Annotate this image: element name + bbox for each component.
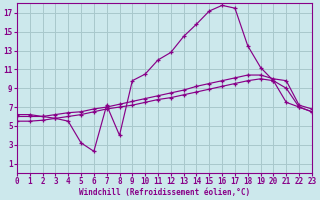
X-axis label: Windchill (Refroidissement éolien,°C): Windchill (Refroidissement éolien,°C) bbox=[79, 188, 250, 197]
